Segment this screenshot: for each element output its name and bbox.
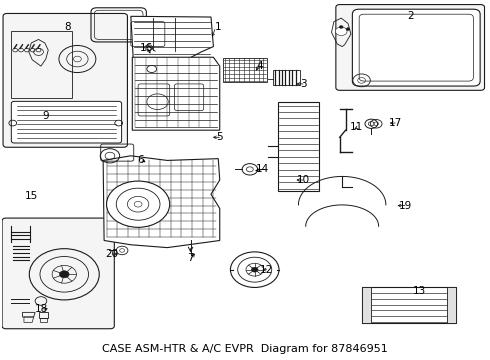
Text: 12: 12 bbox=[260, 265, 273, 275]
Text: 6: 6 bbox=[137, 156, 144, 166]
Circle shape bbox=[335, 27, 347, 36]
Polygon shape bbox=[132, 57, 220, 130]
FancyBboxPatch shape bbox=[336, 5, 485, 90]
Bar bbox=[446, 288, 456, 323]
Bar bbox=[11, 31, 72, 98]
Text: 2: 2 bbox=[407, 11, 414, 21]
Polygon shape bbox=[103, 156, 220, 248]
Text: 16: 16 bbox=[140, 43, 153, 53]
Text: 8: 8 bbox=[64, 22, 71, 32]
FancyBboxPatch shape bbox=[3, 13, 127, 147]
Circle shape bbox=[134, 201, 142, 207]
FancyBboxPatch shape bbox=[11, 102, 122, 143]
Text: 7: 7 bbox=[187, 253, 194, 262]
FancyBboxPatch shape bbox=[352, 9, 480, 86]
Polygon shape bbox=[131, 16, 214, 59]
Text: 13: 13 bbox=[413, 286, 426, 296]
Text: 10: 10 bbox=[297, 175, 310, 185]
Circle shape bbox=[59, 271, 69, 278]
Text: 15: 15 bbox=[24, 191, 38, 201]
Text: 5: 5 bbox=[217, 132, 223, 142]
Text: 4: 4 bbox=[256, 61, 263, 71]
Circle shape bbox=[346, 28, 350, 31]
Text: 19: 19 bbox=[399, 201, 412, 211]
Bar bbox=[362, 288, 456, 323]
Text: CASE ASM-HTR & A/C EVPR  Diagram for 87846951: CASE ASM-HTR & A/C EVPR Diagram for 8784… bbox=[102, 344, 388, 354]
Text: 1: 1 bbox=[215, 22, 221, 32]
Text: 9: 9 bbox=[43, 111, 49, 121]
Bar bbox=[273, 70, 300, 85]
Bar bbox=[278, 102, 319, 191]
Text: 11: 11 bbox=[350, 122, 364, 132]
Text: 20: 20 bbox=[105, 249, 119, 259]
Circle shape bbox=[339, 26, 343, 28]
Circle shape bbox=[106, 181, 170, 227]
Text: 14: 14 bbox=[255, 164, 269, 174]
Text: 18: 18 bbox=[35, 304, 49, 314]
FancyBboxPatch shape bbox=[2, 218, 114, 329]
Bar bbox=[362, 288, 371, 323]
Text: 3: 3 bbox=[300, 79, 307, 89]
Text: 17: 17 bbox=[389, 118, 402, 128]
Bar bbox=[223, 58, 267, 82]
Circle shape bbox=[251, 267, 258, 272]
